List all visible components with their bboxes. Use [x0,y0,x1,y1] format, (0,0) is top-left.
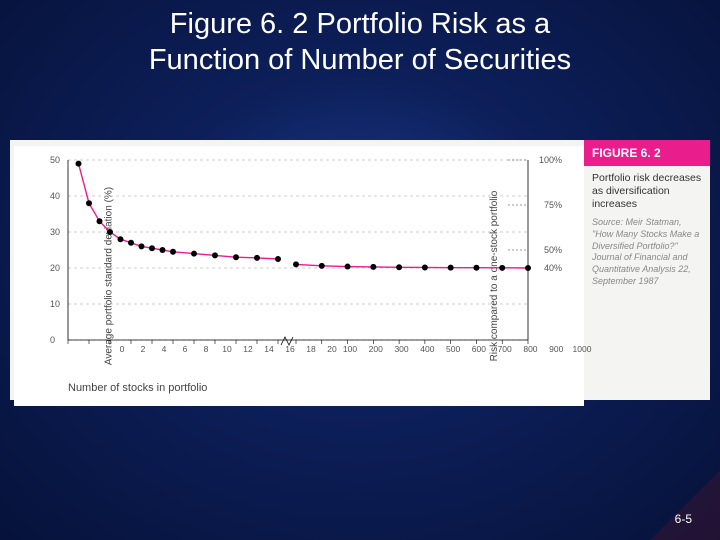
xtick: 400 [420,344,434,354]
y2tick: 50% [544,245,562,255]
figure-panel: Average portfolio standard deviation (%)… [10,140,710,400]
xtick: 0 [120,344,125,354]
xtick: 500 [446,344,460,354]
xtick: 1000 [573,344,592,354]
xtick: 18 [306,344,315,354]
xtick: 16 [285,344,294,354]
xtick: 12 [243,344,252,354]
slide-title: Figure 6. 2 Portfolio Risk as aFunction … [0,6,720,79]
xtick: 300 [394,344,408,354]
ytick: 10 [50,299,60,309]
figure-header: FIGURE 6. 2 [584,140,710,166]
ytick: 30 [50,227,60,237]
plot-region: 01020304050100%75%50%40%0246810121416182… [68,160,528,340]
xtick: 20 [327,344,336,354]
xtick: 200 [369,344,383,354]
corner-decoration [650,470,720,540]
xtick: 8 [204,344,209,354]
ytick: 50 [50,155,60,165]
xtick: 100 [343,344,357,354]
figure-source: Source: Meir Statman, "How Many Stocks M… [584,215,710,289]
y2tick: 75% [544,200,562,210]
xtick: 700 [498,344,512,354]
ytick: 20 [50,263,60,273]
figure-side-panel: FIGURE 6. 2 Portfolio risk decreases as … [584,140,710,400]
xtick: 900 [549,344,563,354]
chart-area: Average portfolio standard deviation (%)… [14,146,584,406]
xtick: 4 [162,344,167,354]
ytick: 0 [50,335,55,345]
xtick: 6 [183,344,188,354]
page-number: 6-5 [675,512,692,526]
xtick: 800 [523,344,537,354]
xtick: 600 [472,344,486,354]
title-line1: Figure 6. 2 Portfolio Risk as aFunction … [149,8,571,76]
ytick: 40 [50,191,60,201]
figure-caption: Portfolio risk decreases as diversificat… [584,166,710,215]
x-axis-label: Number of stocks in portfolio [68,382,207,394]
xtick: 14 [264,344,273,354]
y2tick: 100% [539,155,562,165]
xtick: 2 [141,344,146,354]
y2tick: 40% [544,263,562,273]
xtick: 10 [222,344,231,354]
